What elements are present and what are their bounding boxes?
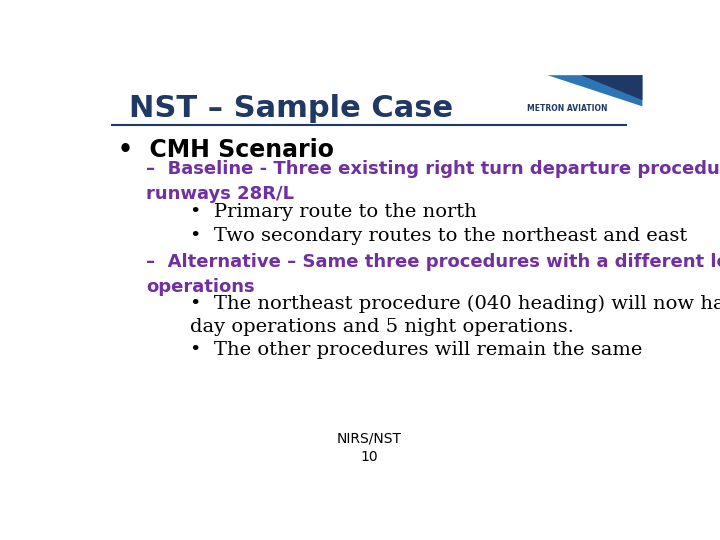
Polygon shape (492, 75, 642, 106)
Polygon shape (547, 75, 642, 100)
Text: METRON AVIATION: METRON AVIATION (527, 104, 608, 113)
Text: NST – Sample Case: NST – Sample Case (129, 94, 453, 123)
Text: NIRS/NST
10: NIRS/NST 10 (336, 431, 402, 464)
Text: •  Primary route to the north: • Primary route to the north (190, 203, 477, 221)
Text: –  Alternative – Same three procedures with a different loading of
operations: – Alternative – Same three procedures wi… (145, 253, 720, 296)
Text: •  The northeast procedure (040 heading) will now have 15
day operations and 5 n: • The northeast procedure (040 heading) … (190, 294, 720, 336)
Text: •  Two secondary routes to the northeast and east: • Two secondary routes to the northeast … (190, 227, 688, 245)
Text: •  The other procedures will remain the same: • The other procedures will remain the s… (190, 341, 643, 359)
Text: •  CMH Scenario: • CMH Scenario (118, 138, 334, 161)
Text: –  Baseline - Three existing right turn departure procedures off of
runways 28R/: – Baseline - Three existing right turn d… (145, 160, 720, 204)
